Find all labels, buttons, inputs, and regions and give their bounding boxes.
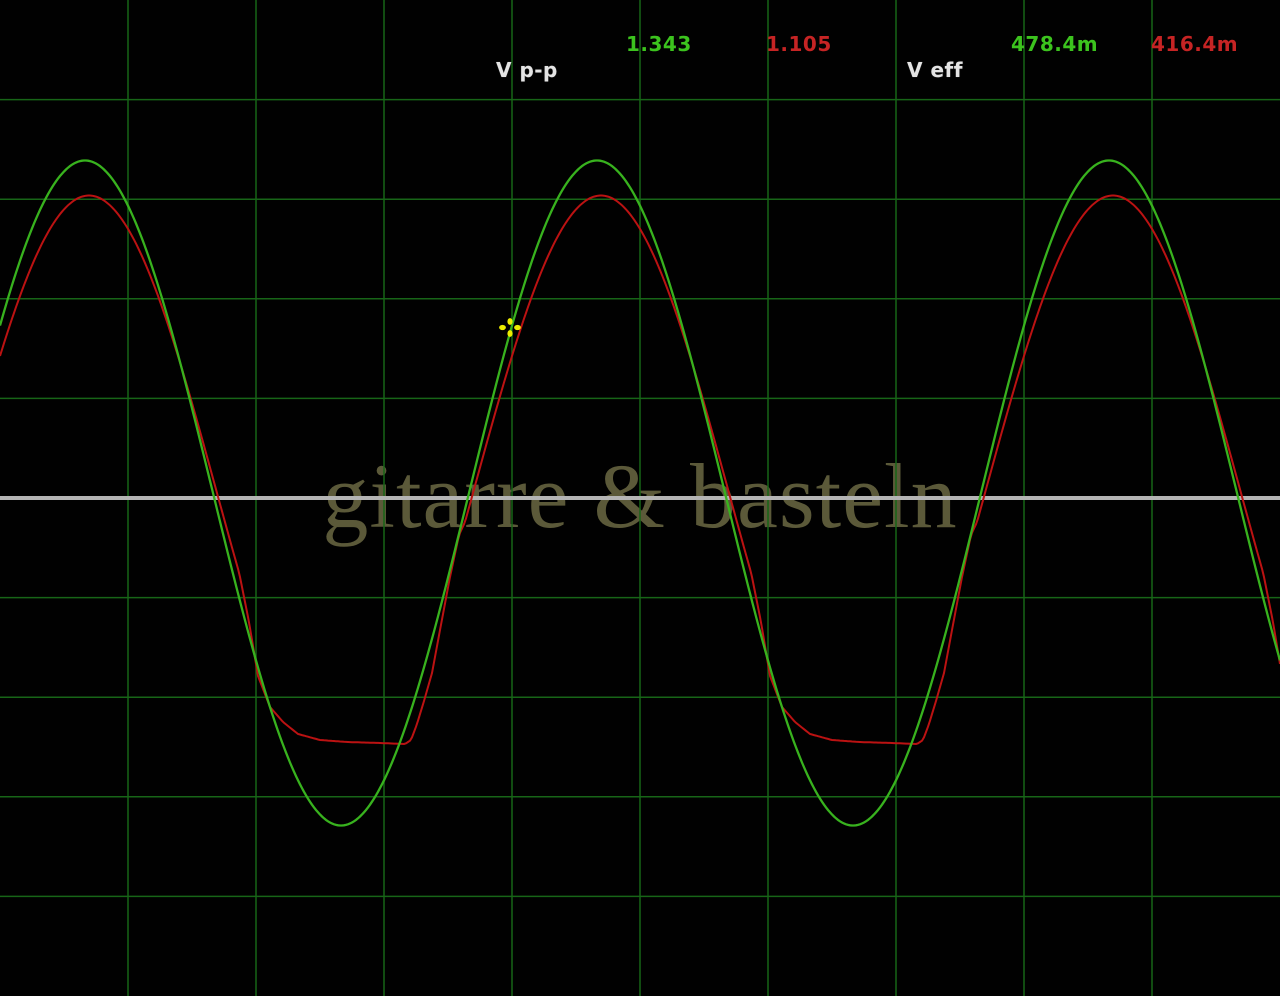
- vpp-value-ch1: 1.343: [626, 32, 692, 56]
- veff-value-ch2: 416.4m: [1151, 32, 1239, 56]
- veff-value-ch1: 478.4m: [1011, 32, 1099, 56]
- channel1-trace: [0, 159, 1280, 827]
- veff-label: V eff: [907, 58, 963, 82]
- measurement-cursor[interactable]: [499, 318, 521, 337]
- vpp-value-ch2: 1.105: [766, 32, 832, 56]
- channel2-trace: [0, 194, 1280, 746]
- vpp-label: V p-p: [496, 58, 558, 82]
